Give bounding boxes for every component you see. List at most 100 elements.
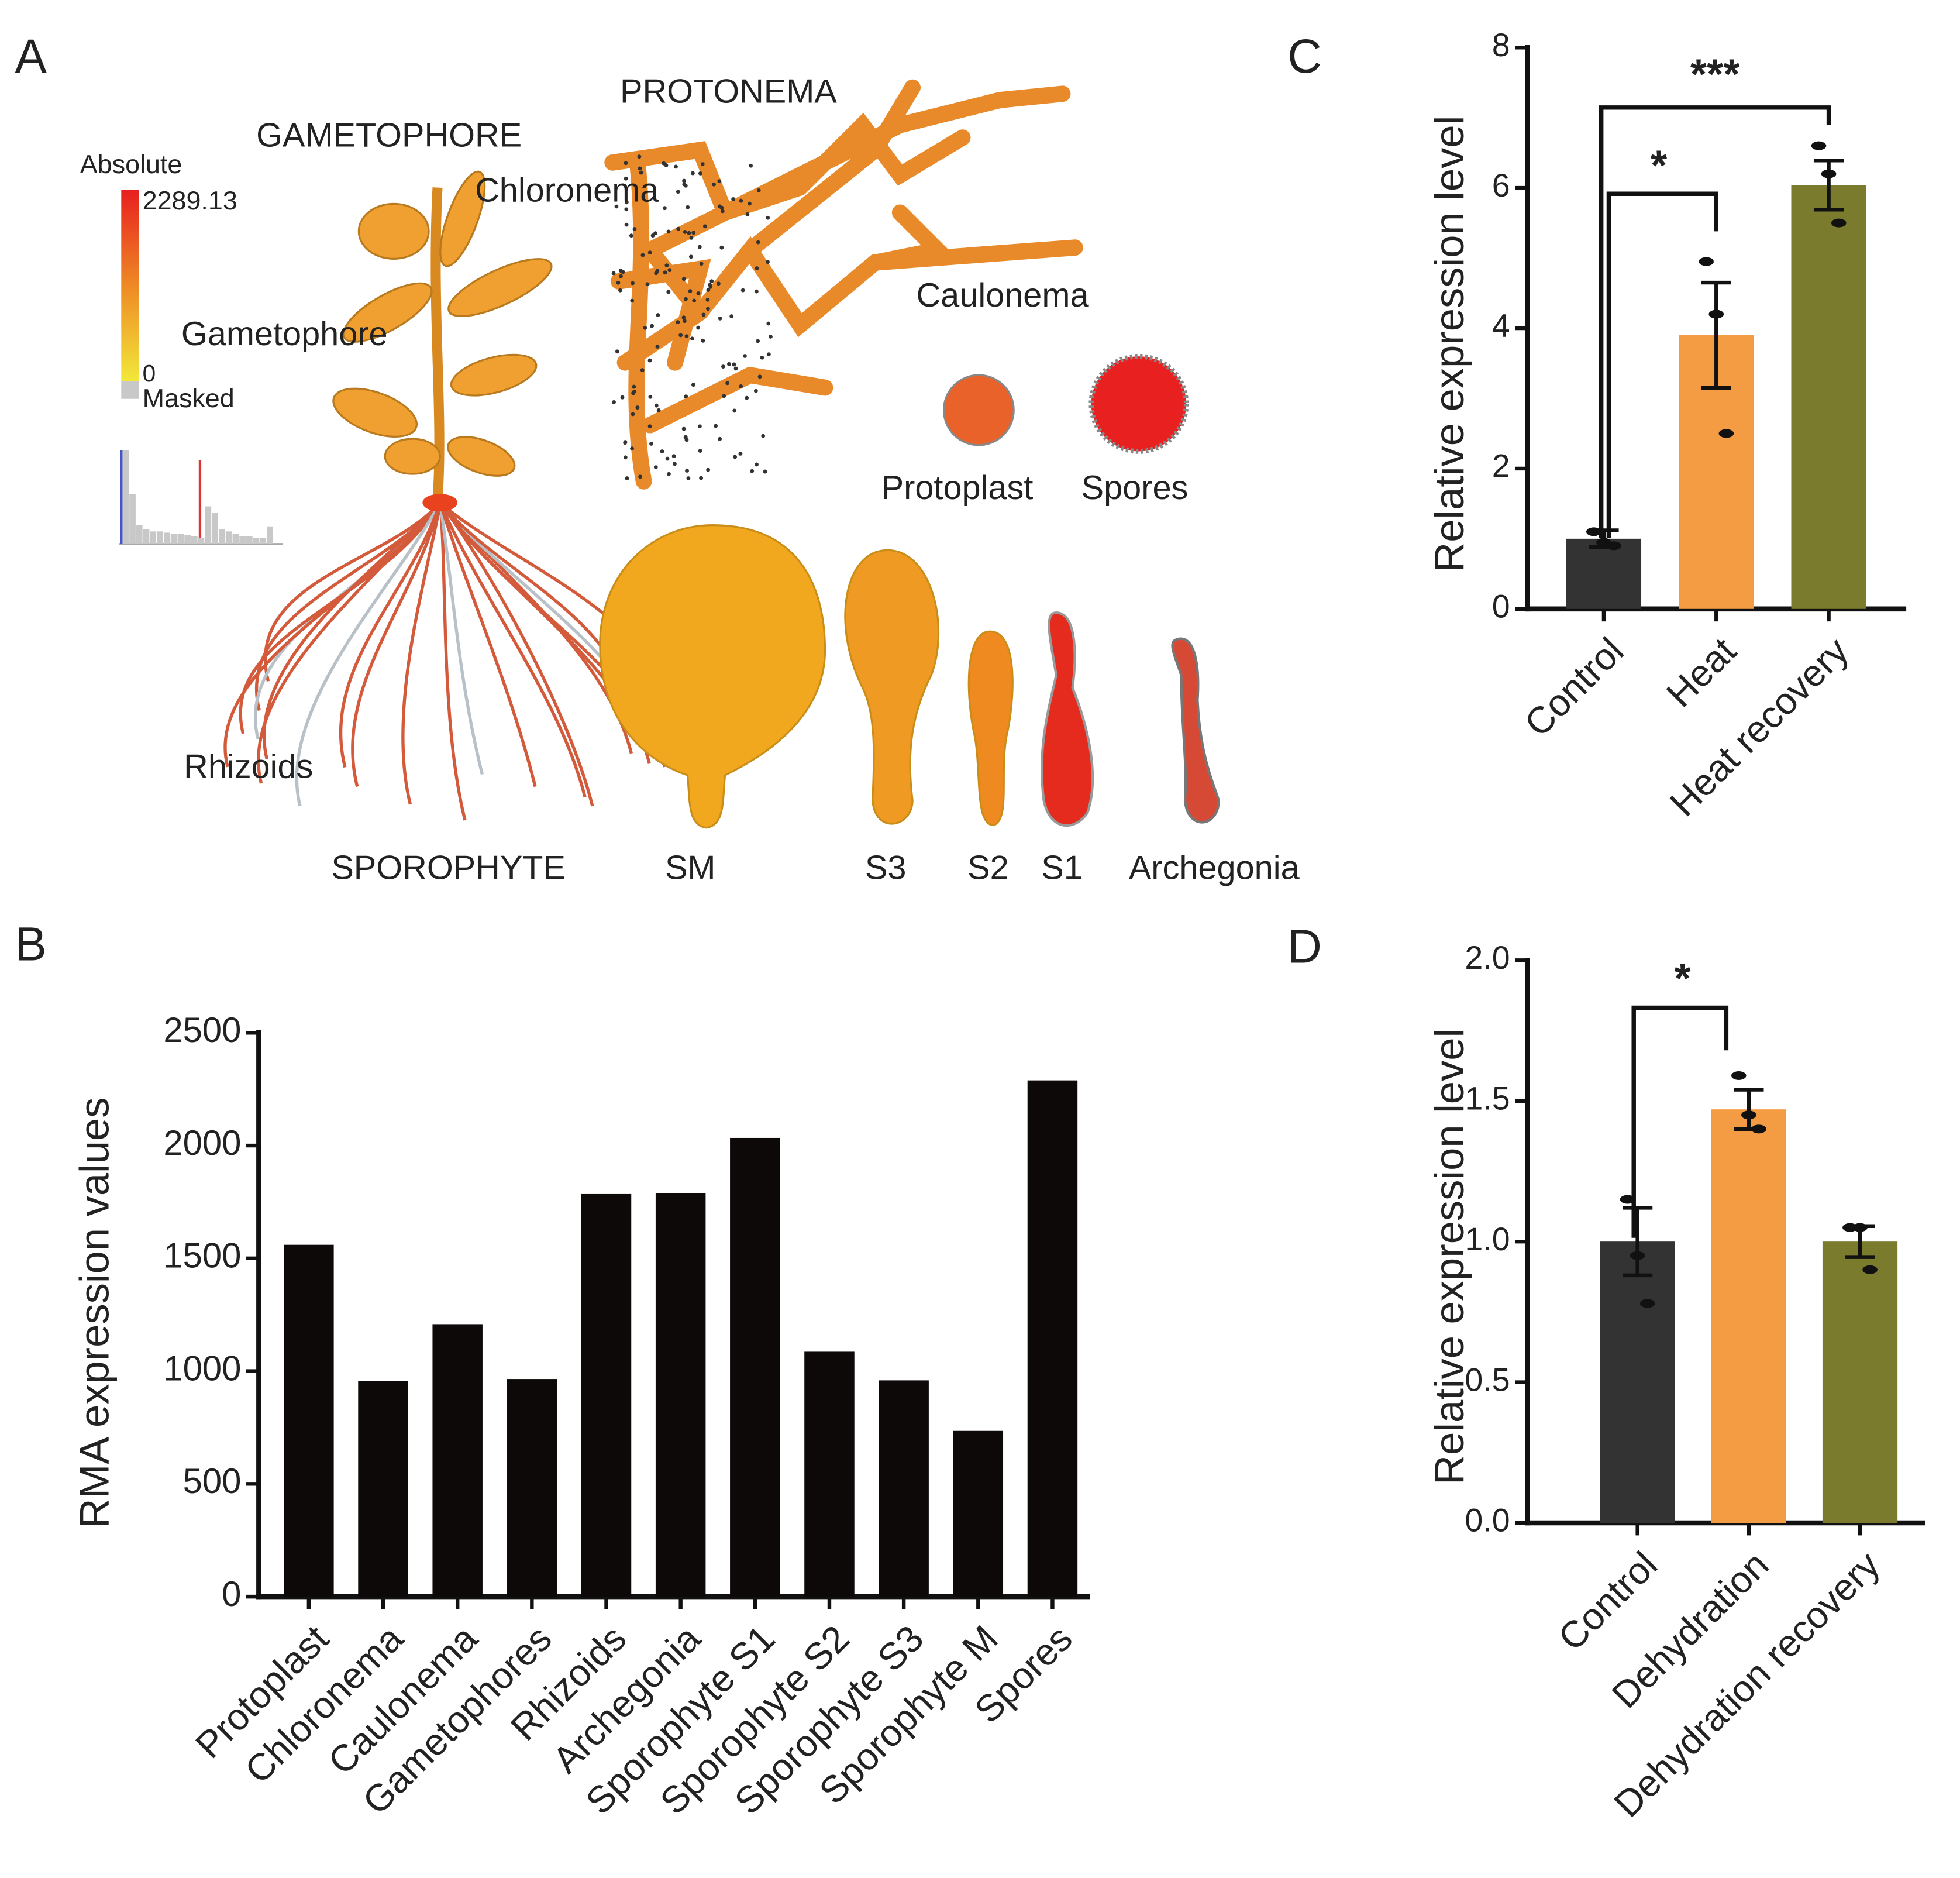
dot bbox=[756, 188, 761, 192]
filament bbox=[642, 366, 833, 434]
label: S2 bbox=[967, 849, 1009, 887]
label: Archegonia bbox=[1129, 849, 1300, 887]
dot bbox=[640, 253, 645, 257]
rhizoid bbox=[438, 502, 467, 821]
dot bbox=[732, 408, 737, 413]
dot bbox=[684, 394, 688, 399]
archegonia-icon bbox=[1171, 637, 1220, 824]
thumb-bar bbox=[129, 494, 136, 544]
histogram-thumbnail bbox=[119, 450, 283, 545]
data-point bbox=[1586, 527, 1601, 536]
dot bbox=[706, 288, 711, 292]
y-tick-label: 1.5 bbox=[1465, 1080, 1510, 1116]
dot bbox=[705, 297, 710, 302]
dot bbox=[645, 282, 650, 287]
thumb-bar bbox=[253, 537, 260, 544]
rhizoid bbox=[239, 501, 442, 734]
data-point bbox=[1852, 1223, 1868, 1232]
dot bbox=[688, 289, 693, 293]
dot bbox=[612, 400, 616, 404]
error-bar bbox=[1622, 1206, 1653, 1278]
data-point bbox=[1862, 1265, 1878, 1274]
thumb-bar bbox=[198, 537, 205, 544]
label: PROTONEMA bbox=[620, 73, 837, 111]
dot bbox=[632, 390, 636, 394]
rhizoid bbox=[438, 502, 537, 787]
bar bbox=[432, 1324, 483, 1597]
dot bbox=[708, 283, 712, 287]
bar bbox=[1027, 1080, 1078, 1597]
dot bbox=[722, 394, 726, 398]
y-axis-label: Relative expression level bbox=[1426, 1029, 1472, 1485]
label: Caulonema bbox=[917, 277, 1090, 314]
y-tick-label: 0 bbox=[222, 1574, 241, 1614]
dot bbox=[739, 384, 743, 388]
dot bbox=[655, 345, 660, 349]
bar bbox=[953, 1430, 1004, 1597]
thumb-bar bbox=[150, 531, 157, 544]
data-point bbox=[1606, 541, 1621, 551]
dot bbox=[698, 449, 702, 453]
panel-letter: A bbox=[15, 30, 47, 83]
dot bbox=[653, 231, 657, 236]
dot bbox=[676, 320, 680, 324]
dot bbox=[754, 289, 759, 294]
bar bbox=[1791, 185, 1866, 609]
dot bbox=[660, 449, 664, 453]
dot bbox=[686, 205, 690, 209]
thumb-bar bbox=[225, 531, 232, 544]
data-point bbox=[1831, 218, 1847, 228]
rhizoid bbox=[339, 502, 442, 768]
data-point bbox=[1630, 1251, 1645, 1260]
dot bbox=[689, 236, 694, 240]
dot bbox=[624, 222, 629, 227]
dot bbox=[654, 403, 659, 408]
dot bbox=[666, 229, 671, 234]
filament bbox=[867, 204, 955, 271]
error-bar bbox=[1813, 159, 1844, 212]
significance-bracket bbox=[1631, 1005, 1729, 1238]
gametophore bbox=[332, 170, 553, 512]
rhizoid bbox=[295, 501, 442, 807]
dot bbox=[748, 201, 752, 206]
dot bbox=[649, 442, 653, 446]
y-tick-label: 0.0 bbox=[1465, 1502, 1510, 1539]
label: SM bbox=[665, 849, 716, 887]
rhizoid bbox=[263, 501, 442, 682]
dot bbox=[733, 366, 738, 371]
dot bbox=[624, 176, 628, 181]
dot bbox=[663, 270, 667, 275]
dot bbox=[648, 394, 653, 399]
dot bbox=[624, 207, 629, 212]
dot bbox=[709, 279, 714, 284]
dot bbox=[763, 469, 767, 474]
legend-max: 2289.13 bbox=[143, 185, 237, 215]
thumb-bar bbox=[184, 535, 191, 544]
dot bbox=[664, 263, 669, 268]
thumb-bar bbox=[212, 513, 218, 544]
dot bbox=[639, 170, 643, 175]
dot bbox=[682, 319, 687, 323]
dot bbox=[716, 281, 721, 286]
dot bbox=[653, 465, 658, 470]
dot bbox=[691, 171, 695, 176]
panel-letter: D bbox=[1287, 920, 1322, 974]
y-axis-label: RMA expression values bbox=[71, 1098, 117, 1529]
dot bbox=[718, 316, 722, 321]
dot bbox=[729, 314, 734, 319]
bar bbox=[804, 1351, 855, 1597]
dot bbox=[705, 307, 710, 311]
dot bbox=[761, 434, 766, 438]
dot bbox=[674, 164, 678, 169]
rhizoid bbox=[351, 502, 442, 787]
dot bbox=[740, 288, 745, 293]
thumb-bar bbox=[163, 532, 170, 544]
dot bbox=[766, 260, 770, 264]
dot bbox=[691, 383, 695, 387]
s2-capsule bbox=[967, 630, 1014, 827]
bar bbox=[879, 1380, 929, 1597]
leaf bbox=[447, 258, 553, 318]
dot bbox=[726, 362, 731, 366]
dot bbox=[717, 179, 722, 184]
dot bbox=[667, 472, 671, 476]
